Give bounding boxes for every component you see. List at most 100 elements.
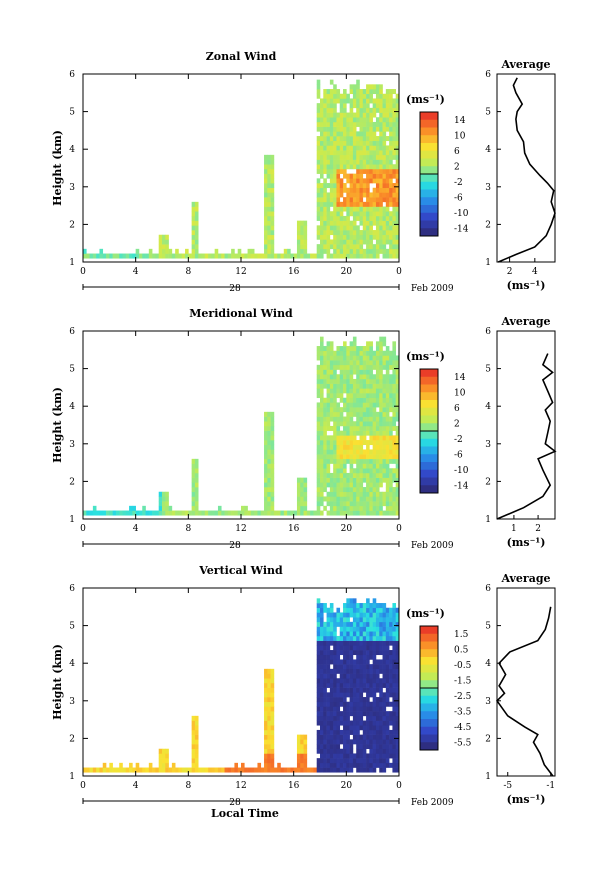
colorbar-segment — [420, 407, 438, 416]
colorbar-tick-label: -10 — [454, 209, 469, 219]
colorbar-segment — [420, 664, 438, 673]
x-tick-label: 20 — [341, 524, 353, 534]
colorbar-unit: (ms⁻¹) — [406, 607, 445, 620]
profile-y-tick-label: 2 — [485, 734, 491, 744]
colorbar-segment — [420, 376, 438, 385]
colorbar-tick-label: 2 — [454, 419, 460, 429]
colorbar-segment — [420, 734, 438, 743]
colorbar-segment — [420, 181, 438, 190]
colorbar-segment — [420, 711, 438, 720]
profile-x-tick-label: 1 — [511, 524, 517, 534]
date-day: 28 — [229, 541, 241, 551]
colorbar-segment — [420, 127, 438, 136]
y-tick-label: 6 — [69, 327, 75, 337]
y-tick-label: 2 — [69, 220, 75, 230]
colorbar-segment — [420, 112, 438, 121]
profile-x-tick-label: 2 — [535, 524, 541, 534]
y-tick-label: 5 — [69, 622, 75, 632]
colorbar-segment — [420, 719, 438, 728]
y-tick-label: 5 — [69, 365, 75, 375]
profile-title: Average — [500, 58, 550, 71]
profile-frame — [496, 330, 556, 520]
profile-x-tick-label: 4 — [532, 267, 538, 277]
colorbar-segment — [420, 695, 438, 704]
colorbar-segment — [420, 119, 438, 128]
profile-frame — [496, 587, 556, 777]
profile-title: Average — [500, 315, 550, 328]
x-tick-label: 0 — [80, 781, 86, 791]
colorbar-tick-label: 14 — [454, 116, 466, 126]
y-tick-label: 1 — [69, 772, 75, 782]
y-tick-label: 1 — [69, 515, 75, 525]
average-profile: Average 1 2 3 4 5 6 2 4 (ms⁻¹) — [485, 58, 556, 292]
x-tick-label: 12 — [235, 781, 246, 791]
x-tick-label: 12 — [235, 267, 246, 277]
colorbar-tick-label: -2.5 — [454, 692, 472, 702]
colorbar-segment — [420, 672, 438, 681]
y-axis-label: Height (km) — [51, 387, 64, 463]
wind-field — [83, 79, 400, 259]
colorbar-segment — [420, 469, 438, 478]
colorbar-segment — [420, 462, 438, 471]
colorbar-tick-label: 14 — [454, 373, 466, 383]
colorbar-tick-label: -10 — [454, 466, 469, 476]
colorbar-tick-label: -3.5 — [454, 707, 472, 717]
profile-x-tick-label: -1 — [546, 781, 555, 791]
y-tick-label: 3 — [69, 697, 75, 707]
wind-field — [83, 598, 400, 773]
colorbar-segment — [420, 166, 438, 175]
colorbar-segment — [420, 454, 438, 463]
colorbar-tick-label: -5.5 — [454, 738, 472, 748]
x-tick-label: 8 — [185, 781, 191, 791]
colorbar-segment — [420, 742, 438, 751]
colorbar-segment — [420, 384, 438, 393]
colorbar-tick-label: -1.5 — [454, 676, 472, 686]
y-axis-label: Height (km) — [51, 130, 64, 206]
colorbar-segment — [420, 423, 438, 432]
y-tick-label: 3 — [69, 440, 75, 450]
date-label: Feb 2009 — [411, 541, 454, 551]
x-tick-label: 0 — [80, 524, 86, 534]
colorbar-segment — [420, 392, 438, 401]
profile-y-tick-label: 1 — [485, 515, 491, 525]
x-tick-label: 4 — [133, 524, 139, 534]
profile-y-tick-label: 5 — [485, 365, 491, 375]
y-tick-label: 5 — [69, 108, 75, 118]
colorbar-tick-label: -2 — [454, 178, 463, 188]
x-tick-label: 0 — [396, 524, 402, 534]
colorbar-segment — [420, 657, 438, 666]
x-tick-label: 0 — [396, 267, 402, 277]
colorbar-segment — [420, 212, 438, 221]
profile-y-tick-label: 6 — [485, 70, 491, 80]
colorbar-unit: (ms⁻¹) — [406, 93, 445, 106]
x-axis-label: Local Time — [211, 807, 279, 820]
wind-field — [83, 336, 400, 516]
colorbar-segment — [420, 703, 438, 712]
y-tick-label: 2 — [69, 734, 75, 744]
colorbar-tick-label: -14 — [454, 481, 469, 491]
colorbar-tick-label: 1.5 — [454, 630, 469, 640]
colorbar-segment — [420, 400, 438, 409]
colorbar-segment — [420, 477, 438, 486]
x-tick-label: 4 — [133, 267, 139, 277]
profile-x-label: (ms⁻¹) — [507, 793, 546, 806]
y-tick-label: 4 — [69, 402, 75, 412]
profile-x-tick-label: 2 — [507, 267, 513, 277]
x-tick-label: 8 — [185, 267, 191, 277]
chart-title: Meridional Wind — [189, 307, 293, 320]
date-day: 28 — [229, 798, 241, 808]
profile-title: Average — [500, 572, 550, 585]
profile-x-label: (ms⁻¹) — [507, 279, 546, 292]
colorbar-tick-label: 2 — [454, 162, 460, 172]
profile-y-tick-label: 3 — [485, 183, 491, 193]
colorbar: 14 10 6 2 -2 -6 -10 -14 — [419, 111, 469, 237]
colorbar-segment — [420, 415, 438, 424]
profile-y-tick-label: 3 — [485, 697, 491, 707]
y-tick-label: 1 — [69, 258, 75, 268]
colorbar-segment — [420, 197, 438, 206]
colorbar-tick-label: 10 — [454, 388, 466, 398]
colorbar-segment — [420, 633, 438, 642]
